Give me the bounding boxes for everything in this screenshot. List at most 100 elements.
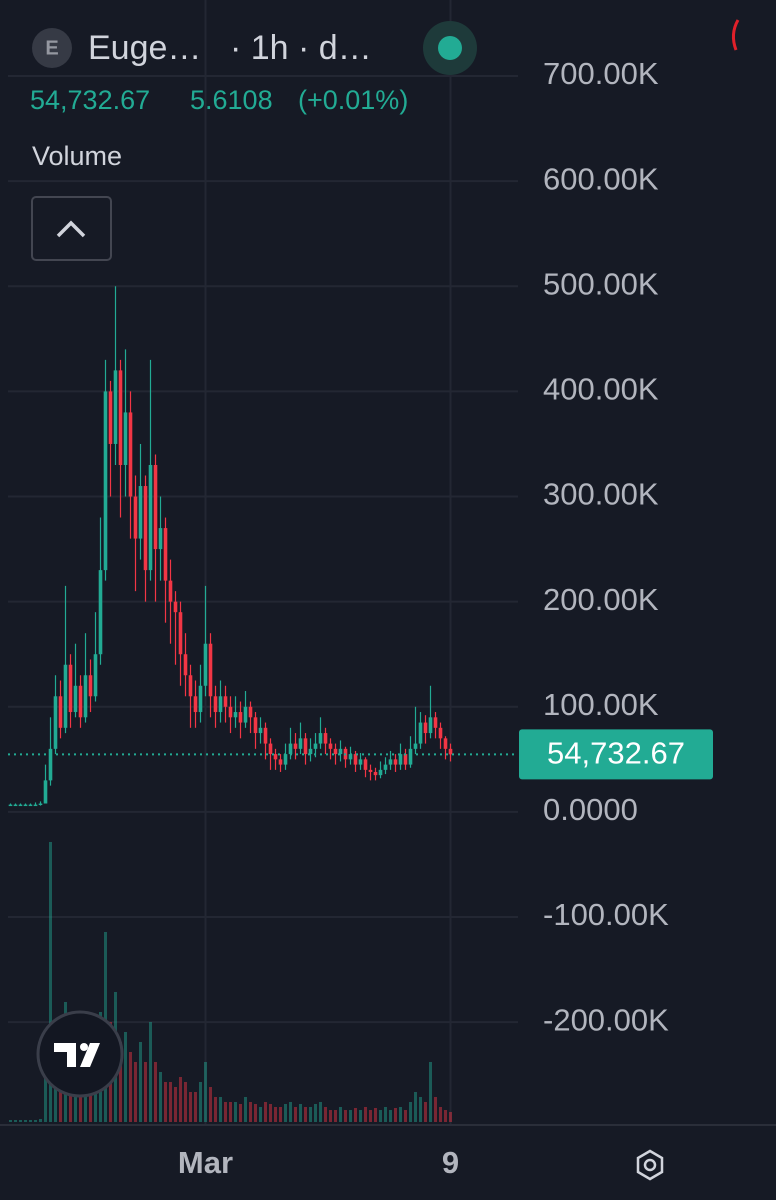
candle-body [128,412,133,497]
last-price-tag-label: 54,732.67 [547,736,685,771]
collapse-button[interactable] [31,196,112,261]
volume-bar [174,1087,177,1122]
candle-body [308,748,313,755]
candle-body [333,748,338,755]
candle-body [328,743,333,749]
candle-body [203,643,208,686]
candle-body [238,712,243,723]
y-tick-label: 700.00K [543,56,659,91]
symbol-name: Euge… [88,29,201,67]
candle-body [438,727,443,739]
volume-bar [134,1062,137,1122]
volume-bar [434,1097,437,1122]
candle-body [158,528,163,550]
volume-bar [184,1082,187,1122]
grid [8,0,518,1125]
volume-bar [259,1107,262,1122]
candle-body [243,706,248,723]
candles [8,286,518,807]
symbol-icon-letter: E [45,37,58,59]
volume-bar [34,1120,37,1122]
volume-bar [284,1104,287,1122]
candle-body [23,804,28,807]
volume-bar [229,1102,232,1122]
volume-bar [339,1107,342,1122]
candle-body [68,664,73,713]
candle-body [108,391,113,444]
candle-body [448,748,453,755]
volume-bar [129,1052,132,1122]
volume-bar [299,1104,302,1122]
volume-bar [144,1062,147,1122]
symbol-header[interactable]: E Euge… · 1h · d… [32,28,372,68]
volume-bar [294,1107,297,1122]
candle-body [318,733,323,744]
tradingview-logo[interactable] [36,1010,124,1098]
settings-icon [636,1149,664,1181]
candle-body [378,769,383,776]
last-price: 54,732.67 [30,85,150,115]
candle-body [288,743,293,755]
volume-bar [334,1110,337,1122]
volume-bar [319,1102,322,1122]
volume-bar [264,1102,267,1122]
volume-bar [424,1102,427,1122]
candle-body [163,528,168,581]
logo-dot [80,1043,88,1051]
volume-bar [309,1107,312,1122]
candle-body [278,759,283,765]
volume-bar [189,1092,192,1122]
volume-bar [269,1104,272,1122]
candle-body [383,764,388,770]
settings-button[interactable] [636,1149,664,1181]
chevron-up [56,220,86,238]
candle-body [263,727,268,744]
candle-body [398,754,403,765]
candle-body [373,771,378,776]
candle-body [388,759,393,765]
volume-bar [314,1104,317,1122]
candle-body [363,759,368,770]
volume-bar [149,1022,152,1122]
x-tick-label: 9 [442,1145,459,1180]
candle-body [228,706,233,718]
candle-body [258,727,263,734]
candle-body [303,738,308,755]
volume-bar [304,1107,307,1122]
volume-bar [119,1042,122,1122]
volume-bar [154,1062,157,1122]
collapse-button-frame [31,196,112,261]
candle-body [368,769,373,772]
settings-icon-center [643,1158,657,1172]
candle-body [133,496,138,539]
candle-body [153,464,158,550]
volume-bar [209,1087,212,1122]
volume-bar [139,1042,142,1122]
candle-body [88,675,93,697]
logo-mark [54,1043,100,1067]
candle-body [413,743,418,749]
candle-body [58,696,63,728]
candle-body [13,804,18,807]
candle-body [48,748,53,781]
candle-body [123,412,128,465]
candle-body [178,612,183,655]
volume-bar [279,1107,282,1122]
candle-body [173,601,178,613]
candle-body [253,717,258,734]
candle-body [113,370,118,444]
candle-body [403,754,408,765]
volume-label: Volume [32,141,122,171]
volume-bar [249,1102,252,1122]
candle-body [193,696,198,713]
candle-body [43,780,48,804]
handwritten-mark [731,19,740,51]
candle-body [78,685,83,718]
volume-bar [19,1120,22,1122]
volume-bar [14,1120,17,1122]
volume-bar [204,1062,207,1122]
volume-bar [219,1097,222,1122]
volume-bar [349,1110,352,1122]
candle-body [103,391,108,571]
volume-bar [274,1107,277,1122]
